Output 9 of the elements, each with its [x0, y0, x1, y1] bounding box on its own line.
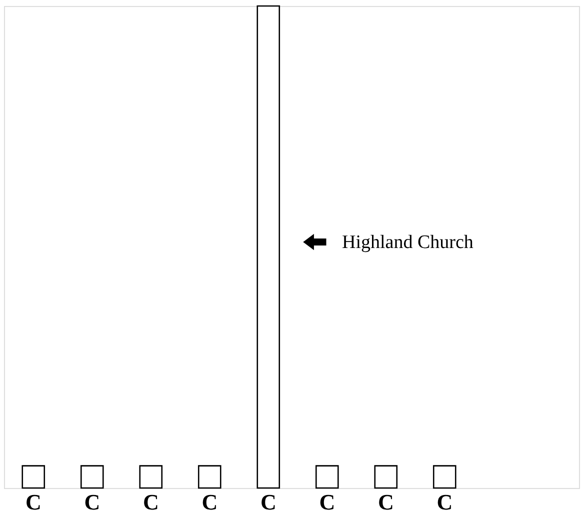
annotation: Highland Church — [342, 232, 474, 253]
x-tick-label: C — [378, 490, 394, 514]
x-tick-label: C — [142, 490, 159, 514]
x-tick-label: C — [25, 490, 42, 514]
x-tick-label: C — [260, 490, 276, 514]
x-tick-label: C — [202, 490, 218, 514]
x-tick-label: C — [84, 490, 100, 514]
x-tick-label: C — [319, 490, 336, 514]
x-tick-label: C — [436, 490, 453, 514]
